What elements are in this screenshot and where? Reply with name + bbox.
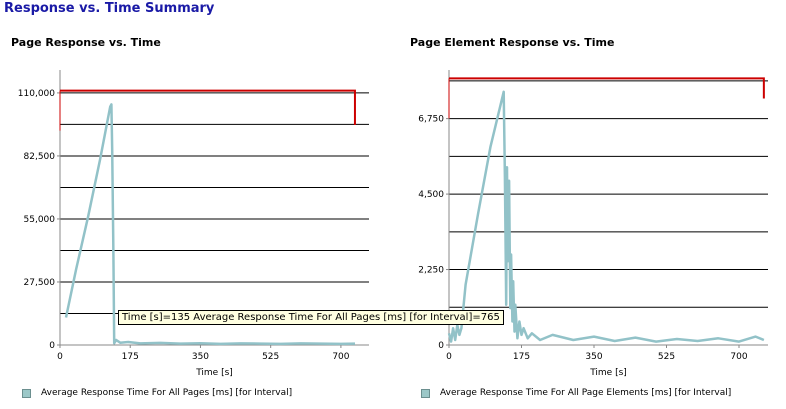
x-tick-label: 350 — [585, 352, 602, 362]
x-tick-label: 175 — [513, 352, 530, 362]
x-tick-label: 700 — [332, 352, 349, 362]
y-tick-label: 55,000 — [24, 215, 56, 225]
y-tick-label: 27,500 — [24, 278, 56, 288]
legend-label: Average Response Time For All Pages [ms]… — [41, 388, 293, 398]
x-axis-title: Time [s] — [589, 368, 627, 378]
y-tick-label: 82,500 — [24, 152, 56, 162]
x-tick-label: 0 — [57, 352, 63, 362]
data-point-tooltip: Time [s]=135 Average Response Time For A… — [118, 310, 504, 325]
x-tick-label: 0 — [446, 352, 452, 362]
legend-page-response: Average Response Time For All Pages [ms]… — [22, 388, 292, 398]
x-tick-label: 525 — [262, 352, 279, 362]
y-tick-label: 6,750 — [418, 115, 444, 125]
chart-title-page-element-response: Page Element Response vs. Time — [410, 36, 615, 49]
x-tick-label: 175 — [122, 352, 139, 362]
series-line — [64, 103, 356, 346]
x-tick-label: 350 — [192, 352, 209, 362]
series-line — [447, 90, 765, 343]
y-tick-label: 0 — [438, 341, 444, 351]
threshold-line — [449, 77, 765, 99]
x-axis-title: Time [s] — [195, 368, 233, 378]
chart-title-page-response: Page Response vs. Time — [11, 36, 161, 49]
y-tick-label: 2,250 — [418, 266, 444, 276]
y-tick-label: 0 — [49, 341, 55, 351]
threshold-line — [60, 89, 356, 125]
x-tick-label: 700 — [730, 352, 747, 362]
legend-page-element-response: Average Response Time For All Page Eleme… — [421, 388, 731, 398]
y-tick-label: 4,500 — [418, 190, 444, 200]
page-title: Response vs. Time Summary — [4, 1, 215, 16]
legend-label: Average Response Time For All Page Eleme… — [440, 388, 732, 398]
legend-swatch — [22, 388, 31, 398]
x-tick-label: 525 — [658, 352, 675, 362]
legend-swatch — [421, 388, 430, 398]
y-tick-label: 110,000 — [18, 89, 55, 99]
